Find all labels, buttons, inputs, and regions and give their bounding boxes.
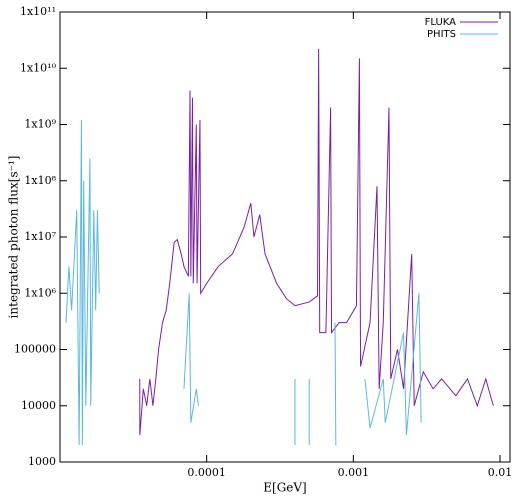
y-tick-label: 1x10⁷	[24, 230, 56, 243]
x-tick-label: 0.0001	[187, 466, 226, 479]
x-tick-label: 0.001	[338, 466, 370, 479]
legend-label: PHITS	[427, 29, 456, 40]
x-tick-label: 0.01	[488, 466, 513, 479]
y-tick-label: 1x10⁸	[24, 174, 56, 187]
data-line	[139, 48, 494, 436]
y-tick-label: 10000	[21, 399, 56, 412]
data-line	[65, 120, 422, 446]
y-axis-label: integrated photon flux[s⁻¹]	[7, 156, 21, 319]
y-tick-label: 1x10⁶	[24, 286, 56, 299]
x-axis-label: E[GeV]	[263, 481, 306, 495]
y-tick-label: 1x10¹¹	[20, 5, 56, 18]
y-tick-label: 100000	[14, 343, 56, 356]
plot-frame	[59, 11, 511, 463]
y-tick-label: 1x10⁹	[24, 118, 56, 131]
legend-label: FLUKA	[425, 17, 457, 28]
y-tick-label: 1x10¹⁰	[20, 61, 57, 74]
y-tick-label: 1000	[28, 455, 56, 468]
